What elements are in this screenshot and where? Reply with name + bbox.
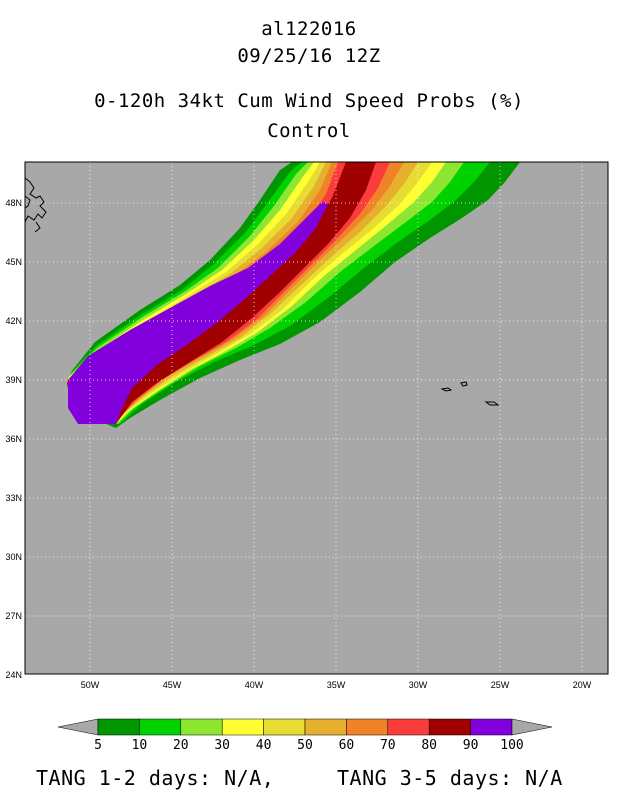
lat-label: 30N (5, 552, 22, 562)
run-title: Control (267, 120, 351, 142)
storm-id-title: al122016 (261, 18, 357, 40)
lat-label: 45N (5, 257, 22, 267)
legend-swatch (346, 718, 389, 736)
legend-label: 40 (256, 738, 272, 753)
lat-label: 42N (5, 316, 22, 326)
lat-label: 24N (5, 670, 22, 680)
lon-label: 25W (491, 680, 510, 690)
lon-label: 50W (81, 680, 100, 690)
azores-island-1 (440, 387, 453, 392)
newfoundland-coastline (25, 177, 47, 233)
lat-label: 36N (5, 434, 22, 444)
lat-label: 27N (5, 611, 22, 621)
lon-label: 40W (245, 680, 264, 690)
legend-arrow-left (57, 718, 99, 736)
legend-arrow-right (511, 718, 553, 736)
legend-label: 5 (94, 738, 102, 753)
lon-label: 35W (327, 680, 346, 690)
datetime-title: 09/25/16 12Z (237, 45, 381, 67)
azores-island-3 (484, 401, 500, 406)
lat-label: 33N (5, 493, 22, 503)
legend-label: 90 (463, 738, 479, 753)
legend-swatch (470, 718, 513, 736)
legend-swatch (387, 718, 430, 736)
legend-swatch (97, 718, 140, 736)
probability-swath (25, 162, 608, 674)
legend-swatch (304, 718, 347, 736)
lat-label: 48N (5, 198, 22, 208)
product-title: 0-120h 34kt Cum Wind Speed Probs (%) (94, 90, 524, 112)
lon-label: 20W (573, 680, 592, 690)
legend-swatch (180, 718, 223, 736)
legend-label: 10 (132, 738, 148, 753)
map-frame (24, 161, 609, 675)
lat-label: 39N (5, 375, 22, 385)
legend-label: 50 (297, 738, 313, 753)
band-90 (68, 202, 328, 424)
tang-3-5-days: TANG 3-5 days: N/A (337, 766, 563, 790)
legend-colorbar (57, 718, 553, 736)
legend-swatch (428, 718, 471, 736)
legend-label: 100 (500, 738, 523, 753)
legend-label: 20 (173, 738, 189, 753)
legend-label: 80 (421, 738, 437, 753)
legend-label: 70 (380, 738, 396, 753)
legend-swatch (221, 718, 264, 736)
legend-label: 60 (339, 738, 355, 753)
lon-label: 45W (163, 680, 182, 690)
legend-label: 30 (214, 738, 230, 753)
graticule (25, 162, 608, 674)
azores-island-2 (460, 381, 468, 387)
legend-swatch (139, 718, 182, 736)
legend-swatch (263, 718, 306, 736)
lon-label: 30W (409, 680, 428, 690)
tang-1-2-days: TANG 1-2 days: N/A, (36, 766, 275, 790)
